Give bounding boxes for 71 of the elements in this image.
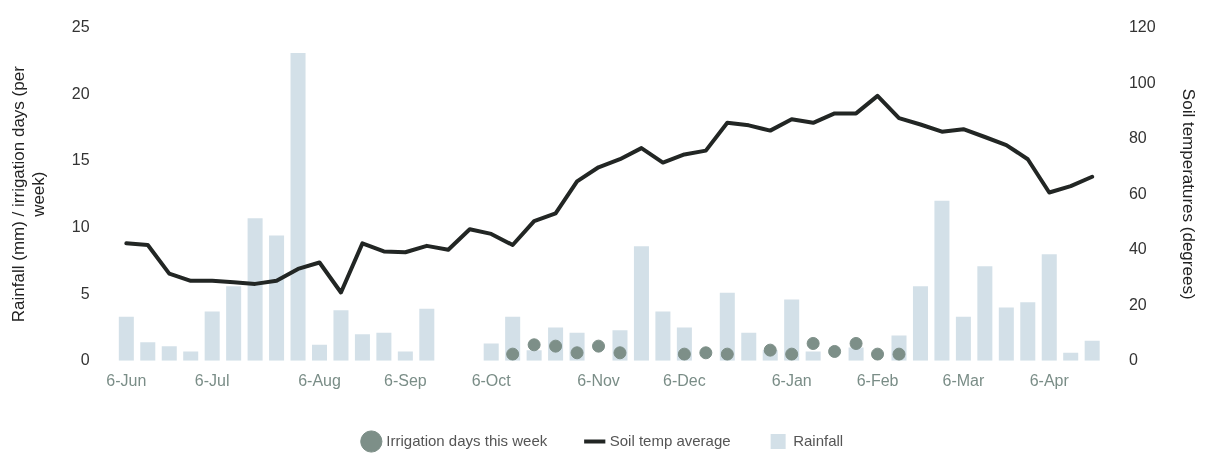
y-tick-label: 10 <box>71 217 90 235</box>
y2-tick-label: 60 <box>1128 184 1147 202</box>
bar <box>977 266 993 361</box>
y2-tick-label: 100 <box>1128 73 1156 91</box>
y2-tick-label: 0 <box>1128 351 1138 369</box>
y-tick-label: 15 <box>71 151 90 169</box>
bar <box>955 316 971 361</box>
bar <box>376 332 392 361</box>
x-tick-label: 6-Nov <box>577 371 620 389</box>
y-tick-label: 25 <box>71 18 90 36</box>
x-tick-label: 6-Jan <box>771 371 812 389</box>
x-tick-label: 6-Aug <box>298 371 341 389</box>
x-tick-label: 6-Apr <box>1029 371 1070 389</box>
legend-label: Irrigation days this week <box>386 431 548 449</box>
point <box>871 347 885 361</box>
bar <box>183 351 199 361</box>
bar <box>1020 302 1036 361</box>
point <box>828 344 842 358</box>
point <box>785 347 799 361</box>
bar <box>161 346 177 361</box>
point <box>720 347 734 361</box>
bar <box>354 334 370 361</box>
bar <box>741 332 757 361</box>
bar <box>633 246 649 361</box>
y2-tick-label: 80 <box>1128 129 1147 147</box>
legend-label: Soil temp average <box>609 431 731 449</box>
bar <box>311 344 328 361</box>
bar <box>912 286 928 361</box>
bar <box>204 311 220 361</box>
bar <box>1041 254 1057 361</box>
bar <box>1084 340 1100 361</box>
x-tick-label: 6-Mar <box>942 371 985 389</box>
point <box>763 343 777 357</box>
bar <box>526 350 542 361</box>
bar <box>397 351 413 361</box>
bar <box>934 200 950 361</box>
x-tick-label: 6-Feb <box>856 371 899 389</box>
bar <box>247 218 263 361</box>
point <box>592 339 606 353</box>
bar <box>226 286 242 361</box>
y2-tick-label: 20 <box>1128 295 1147 313</box>
bar <box>655 311 671 361</box>
bar <box>483 343 499 361</box>
x-tick-label: 6-Sep <box>384 371 427 389</box>
legend-label: Rainfall <box>793 431 844 449</box>
x-tick-label: 6-Jul <box>194 371 230 389</box>
y-tick-label: 0 <box>80 351 90 369</box>
point <box>699 346 713 360</box>
point <box>613 346 627 360</box>
y-axis-title: Rainfall (mm) / irrigation days (per week) <box>8 65 49 323</box>
bar <box>140 342 156 361</box>
y2-axis-title: Soil temperatures (degrees) <box>1179 88 1199 300</box>
point <box>677 347 691 361</box>
bar <box>118 316 134 361</box>
y-tick-label: 5 <box>80 284 90 302</box>
x-tick-label: 6-Dec <box>663 371 706 389</box>
x-tick-label: 6-Oct <box>471 371 512 389</box>
x-tick-label: 6-Jun <box>106 371 147 389</box>
y-tick-label: 20 <box>71 84 90 102</box>
bar <box>333 310 349 361</box>
bar <box>805 351 821 361</box>
bar <box>419 308 435 361</box>
point <box>506 347 520 361</box>
point <box>806 336 820 350</box>
bar <box>269 235 285 361</box>
y2-tick-label: 40 <box>1128 240 1147 258</box>
bar <box>998 307 1014 361</box>
bar <box>290 52 306 361</box>
point <box>527 338 541 352</box>
point <box>849 336 863 350</box>
y2-tick-label: 120 <box>1128 18 1156 36</box>
